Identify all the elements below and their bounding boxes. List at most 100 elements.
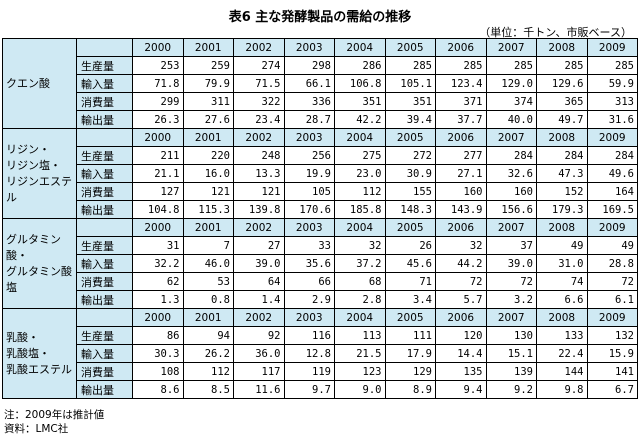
value-cell: 371 bbox=[435, 92, 487, 111]
table-row: 輸出量 1.3 0.8 1.4 2.9 2.8 3.4 5.7 3.2 6.6 6.1 bbox=[3, 290, 638, 309]
value-cell: 6.6 bbox=[536, 290, 588, 309]
year-header: 2008 bbox=[536, 38, 588, 57]
metric-label: 生産量 bbox=[76, 326, 133, 345]
value-cell: 14.4 bbox=[435, 344, 487, 363]
value-cell: 37.2 bbox=[334, 254, 386, 273]
year-header: 2003 bbox=[283, 128, 335, 147]
value-cell: 275 bbox=[334, 146, 386, 165]
header-blank-cell bbox=[76, 218, 133, 237]
value-cell: 132 bbox=[586, 326, 638, 345]
value-cell: 35.6 bbox=[283, 254, 335, 273]
value-cell: 49 bbox=[536, 236, 588, 255]
year-header: 2005 bbox=[384, 308, 436, 327]
value-cell: 49 bbox=[586, 236, 638, 255]
value-cell: 365 bbox=[536, 92, 588, 111]
table-row: 消費量 108 112 117 119 123 129 135 139 144 141 bbox=[3, 362, 638, 381]
value-cell: 336 bbox=[283, 92, 335, 111]
product-name: クエン酸 bbox=[2, 38, 77, 129]
value-cell: 2.8 bbox=[334, 290, 386, 309]
value-cell: 256 bbox=[283, 146, 335, 165]
note-source: 資料：LMC社 bbox=[4, 423, 69, 435]
year-header: 2002 bbox=[233, 128, 285, 147]
year-header: 2004 bbox=[334, 308, 386, 327]
value-cell: 15.9 bbox=[586, 344, 638, 363]
year-header: 2005 bbox=[384, 218, 436, 237]
year-header: 2000 bbox=[132, 218, 184, 237]
year-header: 2009 bbox=[586, 218, 638, 237]
value-cell: 160 bbox=[485, 182, 537, 201]
value-cell: 351 bbox=[384, 92, 436, 111]
value-cell: 129 bbox=[384, 362, 436, 381]
value-cell: 119 bbox=[283, 362, 335, 381]
year-header: 2007 bbox=[485, 308, 537, 327]
value-cell: 36.0 bbox=[233, 344, 285, 363]
table-row: 輸入量 21.1 16.0 13.3 19.9 23.0 30.9 27.1 32.6 47.3 4… bbox=[3, 164, 638, 183]
header-blank-cell bbox=[76, 308, 133, 327]
year-header: 2001 bbox=[182, 38, 234, 57]
value-cell: 179.3 bbox=[536, 200, 588, 219]
value-cell: 31 bbox=[132, 236, 184, 255]
value-cell: 94 bbox=[182, 326, 234, 345]
year-header: 2000 bbox=[132, 308, 184, 327]
year-header: 2007 bbox=[485, 38, 537, 57]
value-cell: 141 bbox=[586, 362, 638, 381]
value-cell: 37.7 bbox=[435, 110, 487, 129]
value-cell: 120 bbox=[435, 326, 487, 345]
metric-label: 輸入量 bbox=[76, 74, 133, 93]
value-cell: 143.9 bbox=[435, 200, 487, 219]
value-cell: 21.1 bbox=[132, 164, 184, 183]
value-cell: 285 bbox=[435, 56, 487, 75]
value-cell: 139.8 bbox=[233, 200, 285, 219]
metric-label: 輸入量 bbox=[76, 164, 133, 183]
year-header: 2005 bbox=[384, 38, 436, 57]
value-cell: 49.7 bbox=[536, 110, 588, 129]
value-cell: 45.6 bbox=[384, 254, 436, 273]
value-cell: 112 bbox=[334, 182, 386, 201]
year-header-row: リジン・ リジン塩・ リジンエステル 2000 2001 2002 2003 2004 20… bbox=[2, 128, 638, 219]
value-cell: 104.8 bbox=[132, 200, 184, 219]
value-cell: 66.1 bbox=[283, 74, 335, 93]
year-header: 2009 bbox=[586, 308, 638, 327]
product-name: 乳酸・ 乳酸塩・ 乳酸エステル bbox=[2, 308, 77, 399]
value-cell: 152 bbox=[536, 182, 588, 201]
value-cell: 284 bbox=[586, 146, 638, 165]
metric-label: 輸出量 bbox=[76, 380, 133, 399]
note-estimate: 注：2009年は推計値 bbox=[4, 409, 105, 421]
value-cell: 46.0 bbox=[182, 254, 234, 273]
value-cell: 64 bbox=[233, 272, 285, 291]
value-cell: 71.5 bbox=[233, 74, 285, 93]
value-cell: 299 bbox=[132, 92, 184, 111]
value-cell: 374 bbox=[485, 92, 537, 111]
value-cell: 1.3 bbox=[132, 290, 184, 309]
value-cell: 30.3 bbox=[132, 344, 184, 363]
year-header: 2003 bbox=[283, 38, 335, 57]
value-cell: 127 bbox=[132, 182, 184, 201]
year-header: 2006 bbox=[435, 128, 487, 147]
metric-label: 消費量 bbox=[76, 92, 133, 111]
year-header: 2006 bbox=[435, 218, 487, 237]
metric-label: 生産量 bbox=[76, 56, 133, 75]
value-cell: 44.2 bbox=[435, 254, 487, 273]
value-cell: 27.1 bbox=[435, 164, 487, 183]
header-blank-cell bbox=[76, 38, 133, 57]
value-cell: 47.3 bbox=[536, 164, 588, 183]
value-cell: 31.0 bbox=[536, 254, 588, 273]
metric-label: 輸入量 bbox=[76, 254, 133, 273]
value-cell: 21.5 bbox=[334, 344, 386, 363]
header-blank-cell bbox=[76, 128, 133, 147]
year-header: 2004 bbox=[334, 218, 386, 237]
value-cell: 123 bbox=[334, 362, 386, 381]
product-name: グルタミン酸・ グルタミン酸塩 bbox=[2, 218, 77, 309]
value-cell: 164 bbox=[586, 182, 638, 201]
unit-note: （単位：千トン、市販ベース） bbox=[479, 26, 632, 39]
value-cell: 32 bbox=[435, 236, 487, 255]
value-cell: 155 bbox=[384, 182, 436, 201]
metric-label: 生産量 bbox=[76, 236, 133, 255]
value-cell: 16.0 bbox=[182, 164, 234, 183]
year-header: 2009 bbox=[586, 128, 638, 147]
year-header: 2001 bbox=[182, 218, 234, 237]
value-cell: 5.7 bbox=[435, 290, 487, 309]
year-header: 2008 bbox=[536, 218, 588, 237]
value-cell: 6.7 bbox=[586, 380, 638, 399]
value-cell: 74 bbox=[536, 272, 588, 291]
